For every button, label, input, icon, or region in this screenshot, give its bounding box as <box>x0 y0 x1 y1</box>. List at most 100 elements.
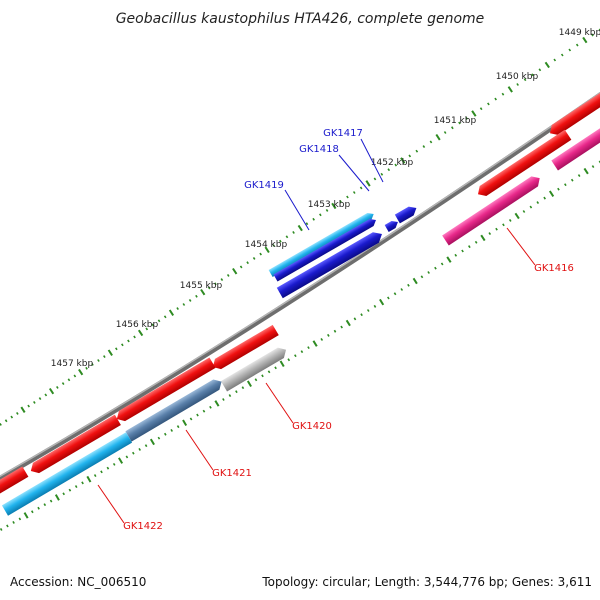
minor-tick <box>239 265 243 269</box>
gene-label-GK1421[interactable]: GK1421 <box>212 468 252 479</box>
minor-tick <box>427 271 430 274</box>
minor-tick <box>393 292 397 296</box>
gene-label-GK1418[interactable]: GK1418 <box>299 144 339 155</box>
kbp-label: 1452 kbp <box>371 158 414 168</box>
accession-text: Accession: NC_006510 <box>10 575 147 589</box>
minor-tick <box>359 186 363 190</box>
minor-tick <box>176 425 180 429</box>
minor-tick <box>127 339 130 343</box>
minor-tick <box>182 303 186 306</box>
minor-tick <box>100 470 103 474</box>
major-tick <box>331 202 337 210</box>
major-tick <box>507 86 513 93</box>
gene-arrow-small[interactable] <box>384 219 400 232</box>
gene-arrow-red[interactable] <box>28 414 121 477</box>
major-tick <box>582 36 588 44</box>
minor-tick <box>287 358 291 362</box>
minor-tick <box>106 466 110 470</box>
minor-tick <box>422 145 426 149</box>
minor-tick <box>252 256 256 260</box>
minor-tick <box>465 116 468 120</box>
minor-tick <box>176 307 179 311</box>
gene-labels: GK1417 GK1418 GK1419 GK1416 GK1420 GK142… <box>97 128 574 532</box>
map-title: Geobacillus kaustophilus HTA426, complet… <box>116 11 485 27</box>
minor-tick <box>501 92 505 96</box>
minor-tick <box>387 168 391 172</box>
major-tick <box>446 256 452 263</box>
major-tick <box>345 319 351 327</box>
minor-tick <box>568 48 572 52</box>
minor-tick <box>157 319 161 323</box>
minor-tick <box>458 121 461 125</box>
minor-tick <box>451 126 454 130</box>
minor-tick <box>0 422 2 426</box>
minor-tick <box>440 262 444 266</box>
genome-backbone <box>0 91 600 482</box>
minor-tick <box>151 323 155 327</box>
gene-arrow-GK1418[interactable] <box>273 217 378 282</box>
major-tick <box>214 400 220 407</box>
gene-label-GK1416[interactable]: GK1416 <box>534 263 574 274</box>
minor-tick <box>564 183 567 187</box>
minor-tick <box>536 201 540 205</box>
gene-arrow-GK1417[interactable] <box>276 229 385 299</box>
gene-arrow-GK1420[interactable] <box>220 345 289 392</box>
minor-tick <box>33 400 36 404</box>
minor-tick <box>494 97 497 101</box>
gene-arrow-red[interactable] <box>547 91 600 138</box>
gene-label-GK1417[interactable]: GK1417 <box>323 128 363 139</box>
minor-tick <box>145 327 149 331</box>
gene-arrow-GK1416[interactable] <box>442 173 543 246</box>
minor-tick <box>112 462 116 466</box>
minor-tick <box>557 187 560 191</box>
gene-arrow-GK1422[interactable] <box>1 432 133 516</box>
leader-line <box>97 484 125 524</box>
major-tick <box>435 133 441 141</box>
gene-arrow-GK1419[interactable] <box>268 211 376 277</box>
major-tick <box>118 457 124 464</box>
topology-text: Topology: circular; Length: 3,544,776 bp… <box>262 575 592 589</box>
minor-tick <box>56 385 59 389</box>
major-tick <box>279 360 285 368</box>
minor-tick <box>133 335 136 339</box>
minor-tick <box>529 205 533 209</box>
minor-tick <box>267 370 271 374</box>
minor-tick <box>305 222 309 226</box>
minor-tick <box>577 174 581 178</box>
minor-tick <box>164 432 167 436</box>
gene-label-GK1422[interactable]: GK1422 <box>123 521 163 532</box>
minor-tick <box>400 288 404 291</box>
major-tick <box>86 475 92 483</box>
gene-arrow-red[interactable] <box>0 466 29 504</box>
gene-label-GK1419[interactable]: GK1419 <box>244 180 284 191</box>
major-tick <box>297 224 303 232</box>
minor-tick <box>429 140 433 144</box>
minor-tick <box>353 317 357 321</box>
minor-tick <box>420 275 424 279</box>
gene-arrow-red[interactable] <box>210 324 279 372</box>
gene-arrow-red[interactable] <box>114 357 216 425</box>
minor-tick <box>443 131 447 134</box>
minor-tick <box>195 294 198 298</box>
minor-tick <box>31 510 34 514</box>
minor-tick <box>508 218 512 222</box>
gene-arrow-small[interactable] <box>394 204 419 224</box>
minor-tick <box>394 163 398 167</box>
gene-arrow-pink[interactable] <box>551 117 600 171</box>
minor-tick <box>196 413 199 417</box>
kbp-label: 1451 kbp <box>434 116 477 126</box>
major-tick <box>365 180 371 187</box>
gene-arrow-GK1421[interactable] <box>125 376 224 442</box>
kbp-label: 1457 kbp <box>51 359 94 369</box>
minor-tick <box>468 245 471 249</box>
major-tick <box>23 512 29 519</box>
minor-tick <box>121 343 124 347</box>
leader-line <box>360 138 384 183</box>
minor-tick <box>12 521 15 524</box>
gene-label-GK1420[interactable]: GK1420 <box>292 421 332 432</box>
minor-tick <box>387 296 390 300</box>
minor-tick <box>214 282 217 286</box>
minor-tick <box>97 359 100 362</box>
major-tick <box>544 61 550 69</box>
gene-arrow-red[interactable] <box>475 129 572 200</box>
